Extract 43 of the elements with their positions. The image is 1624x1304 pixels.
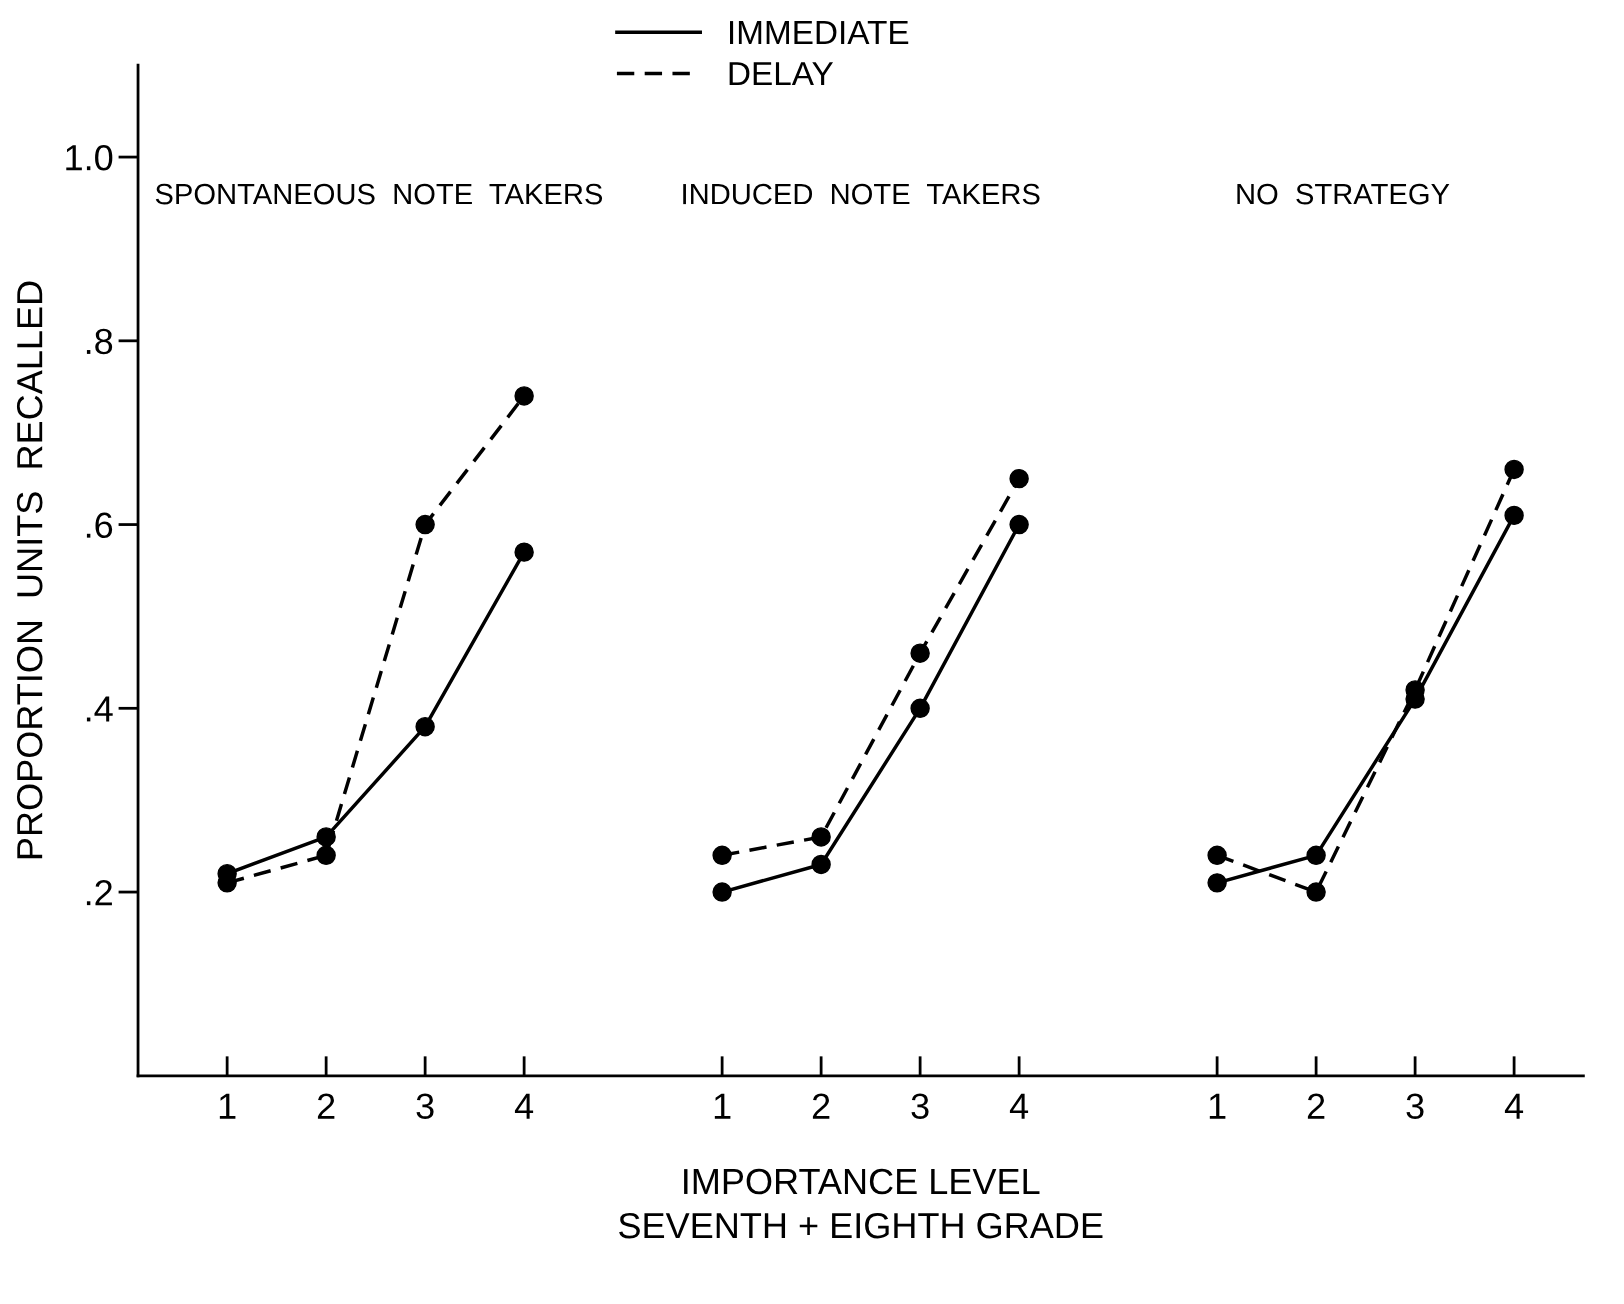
- point: [1207, 873, 1227, 893]
- point: [811, 854, 831, 875]
- x-tick-label: 4: [1009, 1093, 1029, 1119]
- annotation: INDUCED NOTE TAKERS: [683, 183, 1040, 205]
- point: [1207, 845, 1227, 866]
- point: [910, 643, 930, 663]
- y-tick-label: 1.0: [66, 144, 113, 171]
- legend-label: IMMEDIATE: [729, 21, 909, 45]
- point: [415, 716, 435, 737]
- point: [712, 882, 732, 902]
- point: [1306, 845, 1326, 866]
- point: [1306, 882, 1326, 902]
- x-tick-label: 1: [219, 1093, 236, 1119]
- point: [1504, 459, 1524, 480]
- annotation: SPONTANEOUS NOTE TAKERS: [155, 183, 603, 205]
- x-tick-label: 3: [416, 1093, 434, 1119]
- x-tick-label: 2: [1307, 1093, 1325, 1119]
- x-tick-label: 1: [714, 1093, 731, 1119]
- x-axis-title: IMPORTANCE LEVEL SEVENTH + EIGHTH GRADE: [619, 1168, 1103, 1239]
- x-tick-label: 1: [1209, 1093, 1226, 1119]
- y-tick-label: .4: [86, 696, 113, 722]
- x-tick-label: 3: [1406, 1093, 1424, 1119]
- point: [712, 845, 732, 866]
- x-tick-label: 4: [514, 1093, 534, 1119]
- point: [1009, 514, 1029, 535]
- x-tick-label: 3: [911, 1093, 929, 1119]
- x-tick-label: 4: [1504, 1093, 1524, 1119]
- point: [1009, 468, 1029, 489]
- y-axis-title: PROPORTION UNITS RECALLED: [16, 281, 43, 859]
- x-tick-label: 2: [812, 1093, 830, 1119]
- y-tick-label: .6: [86, 512, 113, 538]
- y-tick-label: .2: [86, 879, 112, 906]
- point: [910, 698, 930, 719]
- point: [514, 386, 534, 406]
- point: [811, 827, 831, 847]
- y-tick-label: .8: [86, 328, 113, 355]
- annotation: NO STRATEGY: [1237, 183, 1450, 205]
- point: [514, 542, 534, 562]
- point: [1504, 505, 1524, 526]
- point: [415, 514, 435, 535]
- point: [316, 845, 336, 866]
- legend-label: DELAY: [729, 62, 834, 86]
- x-tick-label: 2: [317, 1093, 335, 1119]
